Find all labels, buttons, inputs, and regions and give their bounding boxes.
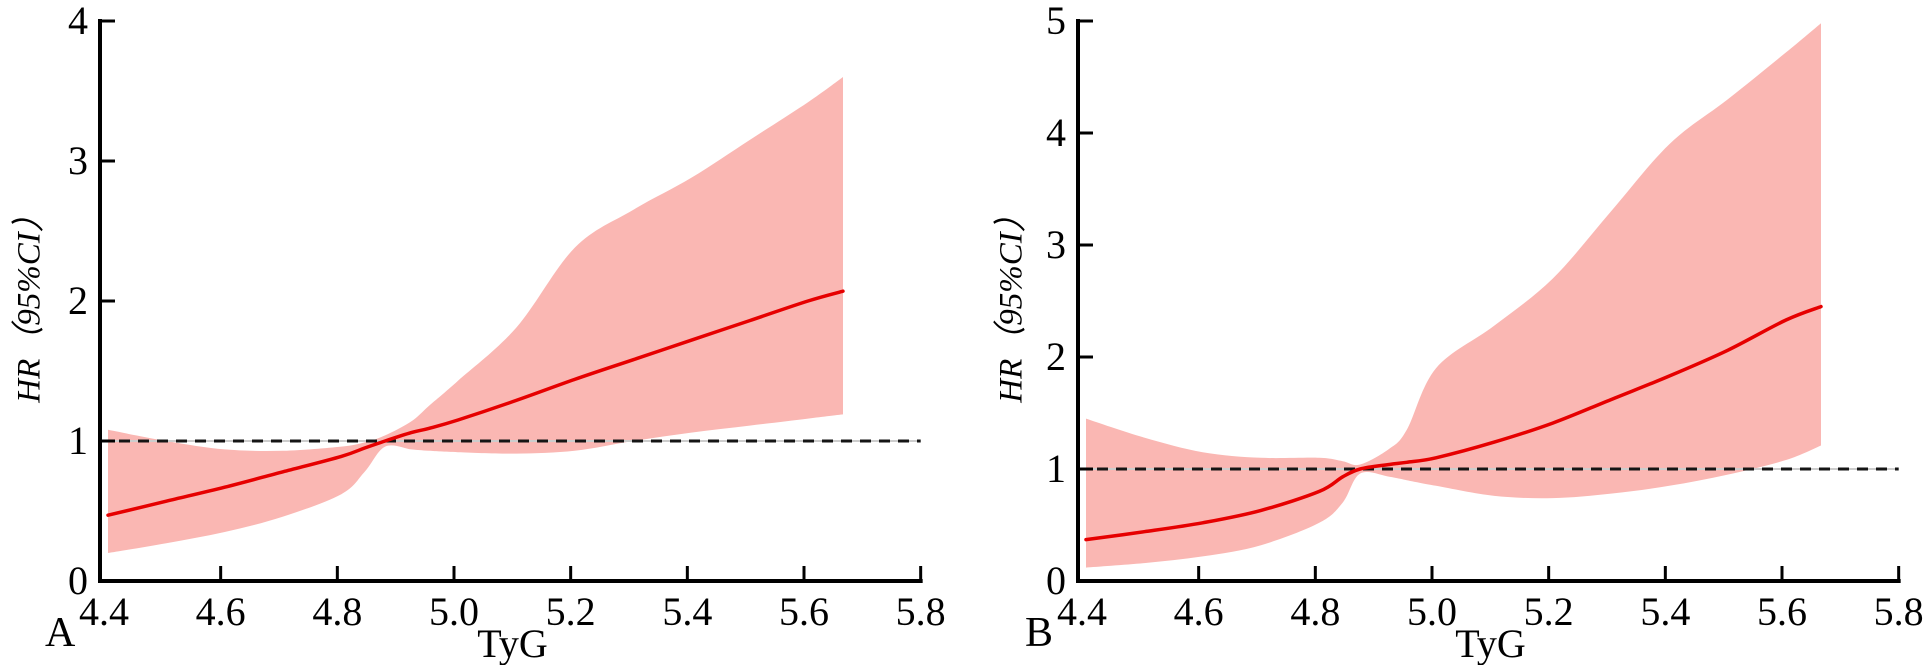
y-tick-label: 1 — [1046, 446, 1066, 491]
x-tick-label: 4.6 — [196, 589, 246, 634]
x-tick-label: 4.8 — [1290, 589, 1340, 634]
y-tick-label: 1 — [68, 418, 88, 463]
panel-a-letter: A — [45, 610, 76, 656]
y-tick-label: 0 — [1046, 558, 1066, 603]
x-tick-label: 5.8 — [1874, 589, 1924, 634]
panel-b-plot: 4.4 4.6 4.8 5.0 5.2 5.4 5.6 5.8 0 1 2 3 4 5 — [1046, 0, 1924, 634]
x-tick-label: 5.2 — [1524, 589, 1574, 634]
y-tick-label: 3 — [1046, 222, 1066, 267]
x-tick-label: 5.0 — [429, 589, 479, 634]
panel-a: 4.4 4.6 4.8 5.0 5.2 5.4 5.6 5.8 0 1 2 3 4 A TyG HR（9… — [11, 0, 946, 665]
hr-curve — [1084, 304, 1823, 542]
panel-a-plot: 4.4 4.6 4.8 5.0 5.2 5.4 5.6 5.8 0 1 2 3 4 — [68, 0, 946, 634]
y-tick-label: 3 — [68, 138, 88, 183]
x-tick-label: 5.6 — [779, 589, 829, 634]
y-tick-label: 4 — [1046, 110, 1066, 155]
panel-b: 4.4 4.6 4.8 5.0 5.2 5.4 5.6 5.8 0 1 2 3 4 5 B TyG HR（… — [963, 0, 1926, 665]
x-tick-label: 5.8 — [896, 589, 946, 634]
panel-b-ylabel: HR（95%CI） — [993, 199, 1030, 403]
y-tick-label: 5 — [1046, 0, 1066, 43]
x-tick-label: 4.4 — [79, 589, 129, 634]
x-tick-label: 4.4 — [1057, 589, 1107, 634]
ci-band — [1086, 23, 1821, 568]
panel-b-xlabel: TyG — [1455, 621, 1526, 665]
panel-a-xlabel: TyG — [477, 621, 548, 665]
x-tick-label: 5.4 — [662, 589, 712, 634]
x-tick-label: 5.2 — [546, 589, 596, 634]
x-tick-label: 4.8 — [312, 589, 362, 634]
hr-curve — [106, 289, 845, 517]
panel-a-ylabel: HR（95%CI） — [11, 199, 48, 403]
panel-b-letter: B — [1025, 610, 1054, 656]
y-tick-label: 2 — [68, 278, 88, 323]
x-tick-label: 5.6 — [1757, 589, 1807, 634]
y-tick-label: 4 — [68, 0, 88, 43]
x-tick-label: 5.0 — [1407, 589, 1457, 634]
ci-band — [108, 77, 843, 553]
x-tick-label: 5.4 — [1640, 589, 1690, 634]
x-tick-label: 4.6 — [1174, 589, 1224, 634]
y-tick-label: 2 — [1046, 334, 1066, 379]
y-tick-label: 0 — [68, 558, 88, 603]
